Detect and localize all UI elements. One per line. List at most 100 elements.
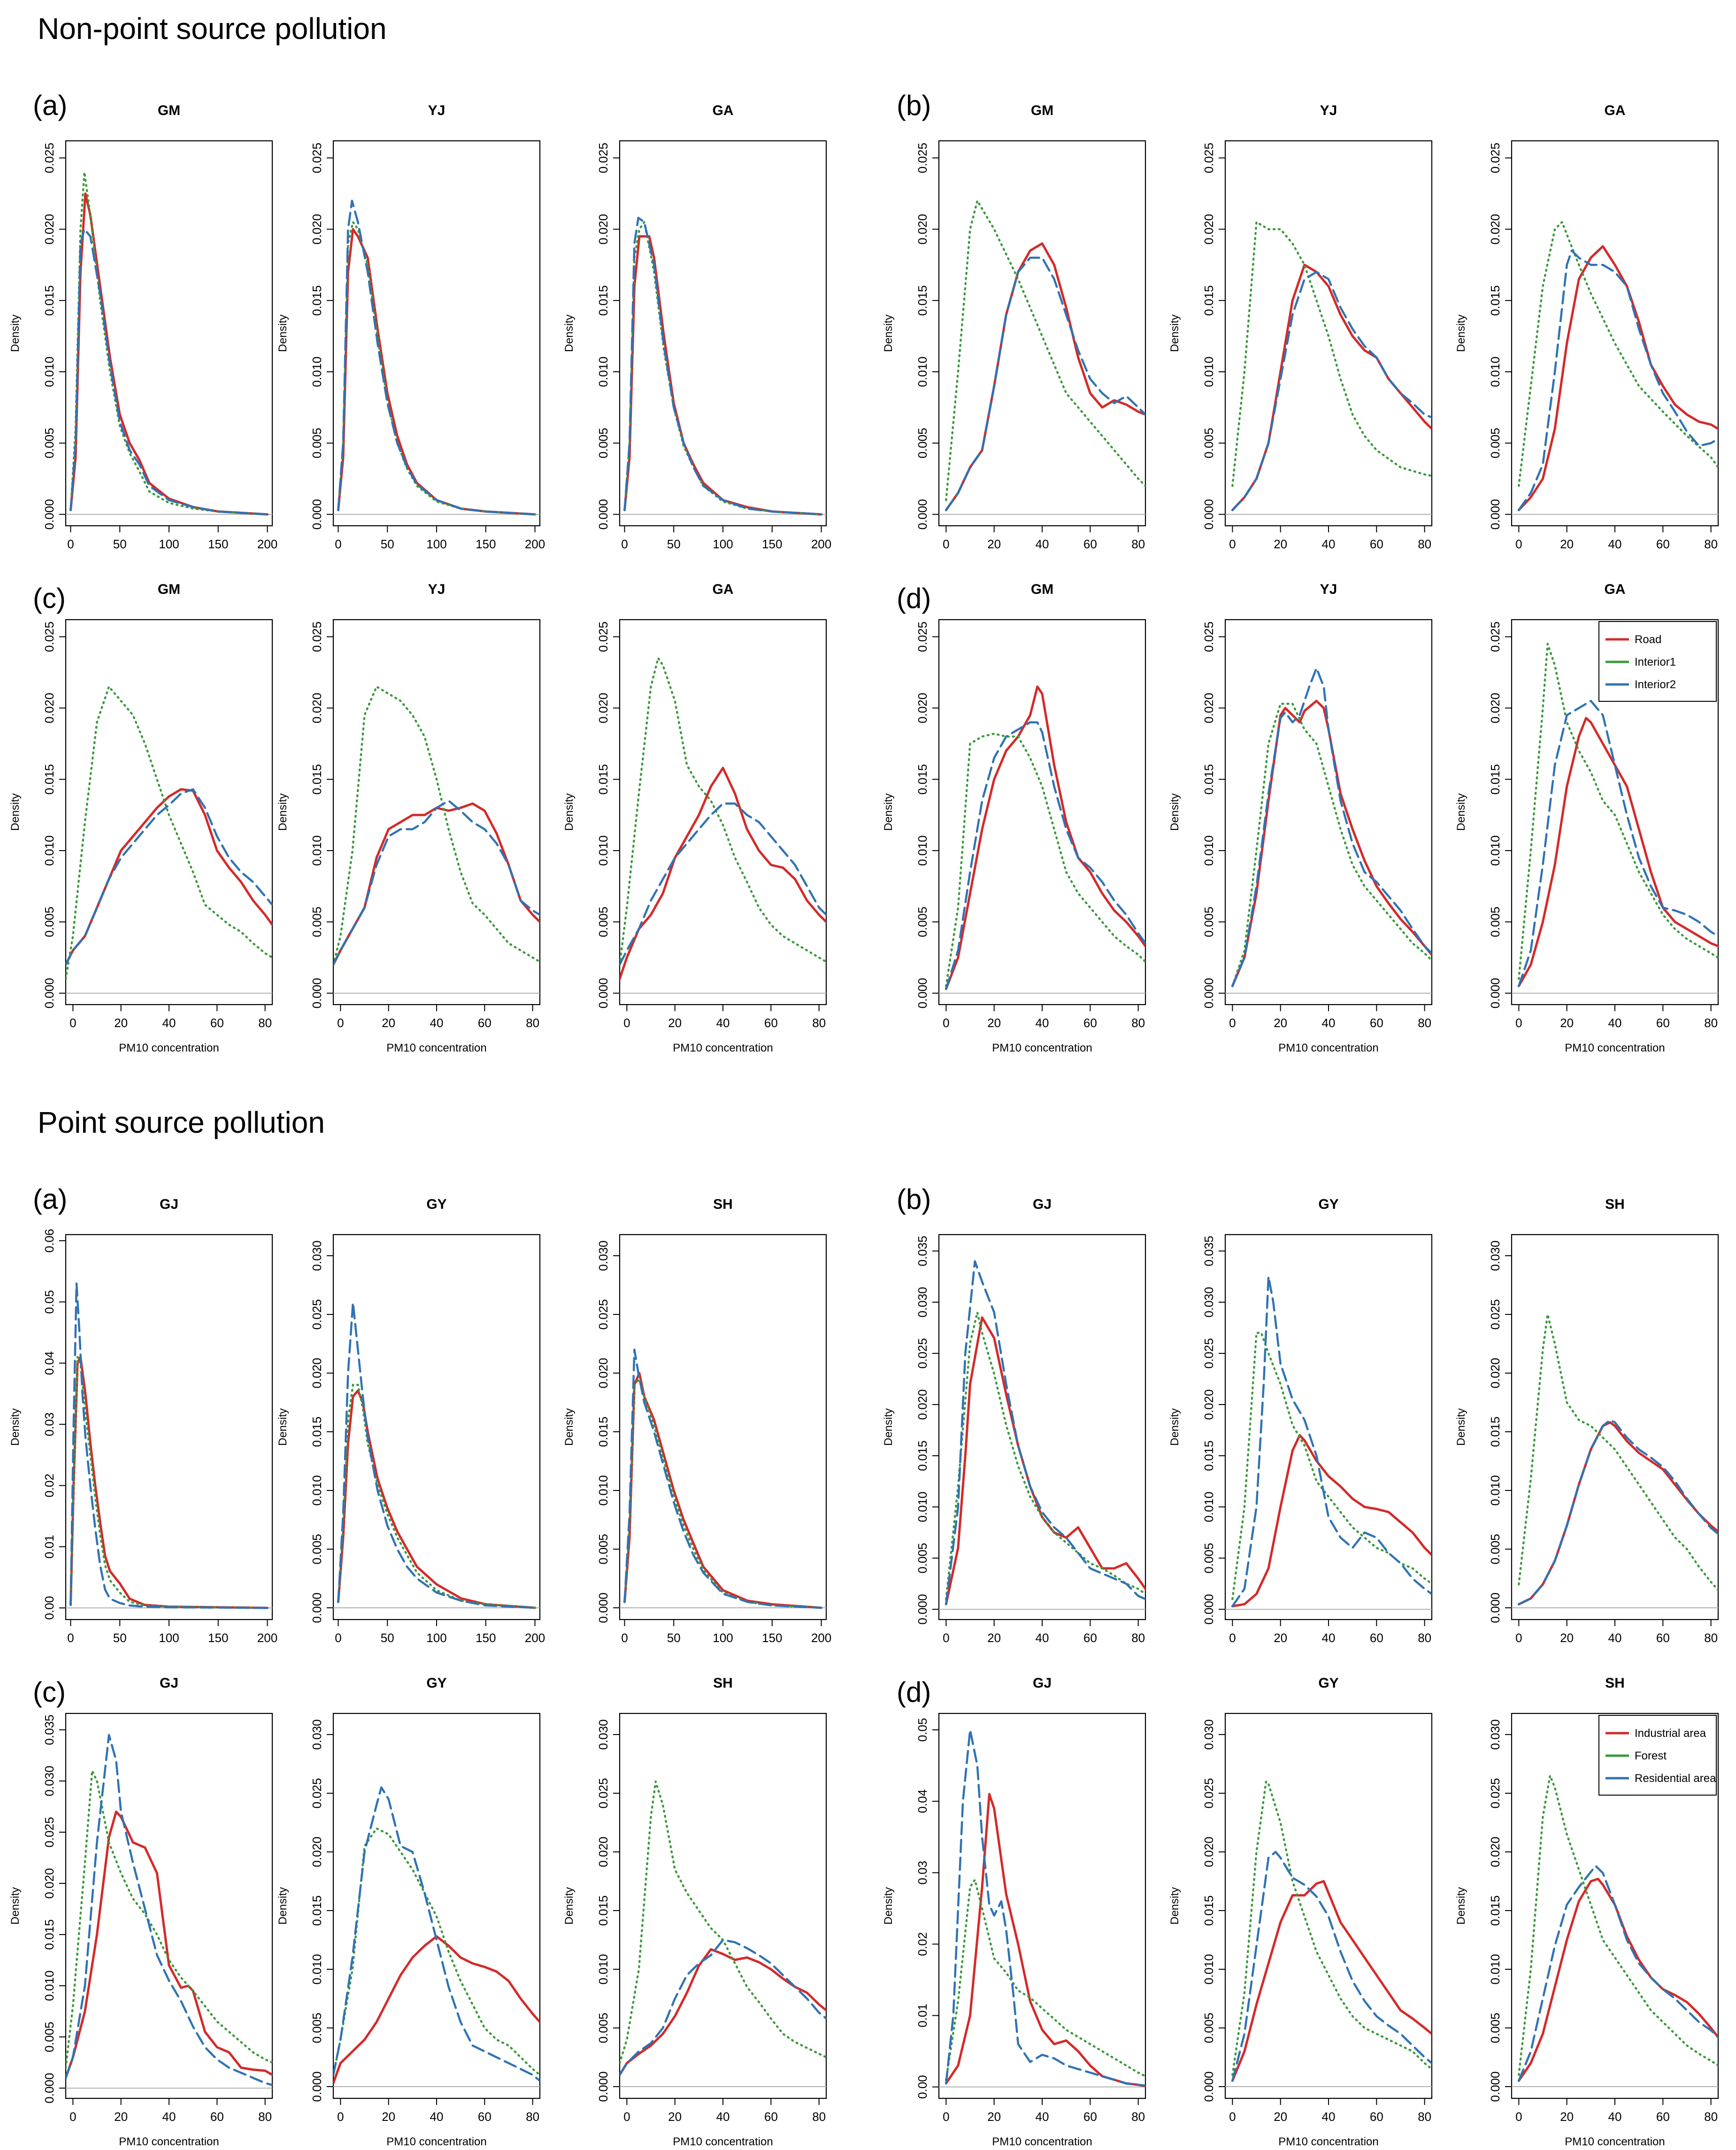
series-line-forest bbox=[66, 1769, 272, 2069]
x-tick-label: 0 bbox=[1229, 1016, 1236, 1030]
x-tick-label: 0 bbox=[335, 1631, 341, 1645]
y-tick-label: 0.005 bbox=[310, 1534, 324, 1564]
x-axis-label: PM10 concentration bbox=[992, 1042, 1092, 1054]
y-tick-label: 0.005 bbox=[1202, 906, 1216, 937]
y-tick-label: 0.010 bbox=[310, 835, 324, 866]
y-tick-label: 0.005 bbox=[310, 428, 324, 458]
plot-frame bbox=[332, 1234, 541, 1620]
legend-label: Interior2 bbox=[1635, 678, 1676, 691]
panel-label: (a) bbox=[33, 90, 68, 121]
y-tick-label: 0.035 bbox=[42, 1714, 56, 1745]
y-axis-label: Density bbox=[9, 315, 22, 352]
x-tick-label: 150 bbox=[762, 537, 782, 551]
x-tick-label: 60 bbox=[210, 2110, 224, 2124]
y-tick-label: 0.06 bbox=[42, 1229, 56, 1253]
legend-label: Road bbox=[1635, 633, 1661, 646]
x-tick-label: 40 bbox=[1322, 537, 1336, 551]
series-line-residential-area bbox=[337, 1301, 536, 1609]
series-line-forest bbox=[1231, 1332, 1432, 1600]
y-axis-label: Density bbox=[9, 1887, 22, 1925]
y-axis-label: Density bbox=[1455, 793, 1467, 831]
x-tick-label: 80 bbox=[1131, 1631, 1145, 1645]
x-tick-label: 0 bbox=[1515, 1631, 1522, 1645]
chart-14: SH 0 50 100 150 200 0.000 0.005 0.010 0.015 0.020 0… bbox=[563, 1197, 831, 1645]
x-tick-label: 80 bbox=[812, 2110, 826, 2124]
x-tick-label: 40 bbox=[716, 1016, 730, 1030]
series-line-interior2 bbox=[337, 200, 536, 515]
series-line-interior2 bbox=[66, 788, 272, 966]
chart-title: GA bbox=[713, 582, 734, 597]
y-tick-label: 0.010 bbox=[42, 356, 56, 387]
x-tick-label: 0 bbox=[943, 1016, 949, 1030]
x-axis-label: PM10 concentration bbox=[119, 2135, 219, 2148]
x-tick-label: 80 bbox=[258, 2110, 272, 2124]
x-tick-label: 40 bbox=[1608, 537, 1622, 551]
series-line-road bbox=[1517, 717, 1718, 987]
x-tick-label: 200 bbox=[257, 537, 277, 551]
y-tick-label: 0.020 bbox=[310, 1358, 324, 1388]
series-line-residential-area bbox=[1231, 1275, 1432, 1607]
x-tick-label: 80 bbox=[1704, 2110, 1718, 2124]
x-tick-label: 150 bbox=[208, 1631, 228, 1645]
panel-label: (d) bbox=[897, 583, 931, 614]
y-tick-label: 0.000 bbox=[42, 499, 56, 530]
x-tick-label: 80 bbox=[1704, 1016, 1718, 1030]
x-tick-label: 20 bbox=[1274, 537, 1287, 551]
y-tick-label: 0.030 bbox=[42, 1766, 56, 1796]
y-tick-label: 0.03 bbox=[915, 1861, 929, 1885]
y-axis-label: Density bbox=[1168, 1408, 1181, 1446]
series-line-interior1 bbox=[337, 221, 536, 515]
x-tick-label: 20 bbox=[114, 2110, 128, 2124]
y-tick-label: 0.020 bbox=[42, 214, 56, 245]
series-line-residential-area bbox=[1518, 1419, 1718, 1605]
x-axis-label: PM10 concentration bbox=[119, 1042, 219, 1054]
y-tick-label: 0.020 bbox=[42, 693, 56, 723]
y-tick-label: 0.005 bbox=[596, 428, 610, 458]
x-tick-label: 60 bbox=[210, 1016, 224, 1030]
x-tick-label: 0 bbox=[1229, 2110, 1236, 2124]
series-line-industrial-area bbox=[1231, 1880, 1432, 2082]
y-tick-label: 0.000 bbox=[1488, 2071, 1502, 2102]
y-tick-label: 0.000 bbox=[310, 978, 324, 1008]
x-tick-label: 100 bbox=[713, 1631, 733, 1645]
y-tick-label: 0.020 bbox=[1488, 1836, 1502, 1867]
chart-19: GY 0 20 40 60 80 0.000 0.005 0.010 0.015 0.020 0.02… bbox=[277, 1675, 541, 2148]
x-tick-label: 60 bbox=[764, 1016, 778, 1030]
series-line-interior1 bbox=[945, 200, 1145, 501]
y-tick-label: 0.04 bbox=[42, 1351, 56, 1375]
series-line-forest bbox=[945, 1879, 1145, 2081]
x-tick-label: 0 bbox=[337, 1016, 344, 1030]
y-tick-label: 0.005 bbox=[596, 2012, 610, 2043]
plot-frame bbox=[938, 1234, 1146, 1620]
y-tick-label: 0.020 bbox=[1488, 1358, 1502, 1388]
series-line-forest bbox=[620, 1780, 826, 2065]
chart-5: GA 0 20 40 60 80 0.000 0.005 0.010 0.015 0.020 0.02… bbox=[1455, 103, 1719, 551]
x-tick-label: 20 bbox=[1274, 2110, 1287, 2124]
x-tick-label: 0 bbox=[1515, 2110, 1522, 2124]
y-tick-label: 0.015 bbox=[1202, 285, 1216, 316]
y-tick-label: 0.025 bbox=[1202, 1778, 1216, 1808]
x-tick-label: 0 bbox=[943, 2110, 949, 2124]
y-tick-label: 0.005 bbox=[915, 906, 929, 937]
y-axis-label: Density bbox=[563, 1408, 576, 1446]
y-axis-label: Density bbox=[1168, 793, 1181, 831]
y-tick-label: 0.010 bbox=[915, 835, 929, 866]
y-axis-label: Density bbox=[9, 1408, 22, 1446]
y-tick-label: 0.020 bbox=[596, 1358, 610, 1388]
y-axis-label: Density bbox=[1455, 1887, 1467, 1925]
y-tick-label: 0.030 bbox=[1202, 1287, 1216, 1317]
series-line-interior1 bbox=[945, 732, 1145, 987]
y-axis-label: Density bbox=[563, 793, 576, 831]
y-axis-label: Density bbox=[277, 1887, 289, 1925]
series-line-industrial-area bbox=[1517, 1878, 1718, 2082]
y-tick-label: 0.005 bbox=[1488, 1534, 1502, 1564]
plot-frame bbox=[619, 619, 827, 1006]
y-tick-label: 0.015 bbox=[1202, 1441, 1216, 1471]
y-tick-label: 0.020 bbox=[1488, 693, 1502, 723]
y-tick-label: 0.025 bbox=[310, 143, 324, 173]
y-axis-label: Density bbox=[277, 1408, 289, 1446]
series-line-interior1 bbox=[69, 171, 269, 515]
plot-frame bbox=[619, 1234, 827, 1620]
panel-label: (c) bbox=[33, 583, 66, 614]
